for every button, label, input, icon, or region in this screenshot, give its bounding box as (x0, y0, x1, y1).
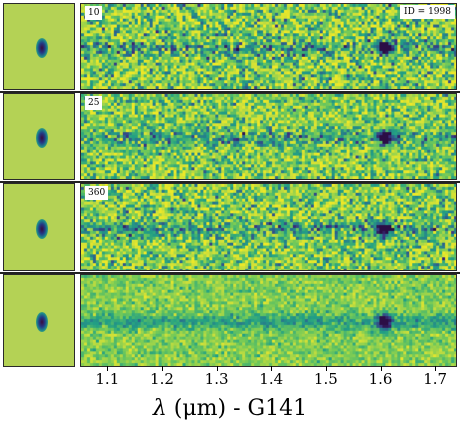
x-tick-mark (161, 366, 163, 371)
x-tick-label: 1.3 (204, 370, 229, 388)
spectrum-panel-3: 360 (80, 183, 457, 271)
x-tick-label: 1.2 (150, 370, 174, 388)
row-divider (0, 91, 460, 93)
x-tick-label: 1.5 (313, 370, 338, 388)
source-blob (36, 312, 48, 332)
panel-label-2: 25 (85, 96, 103, 110)
row-divider (0, 272, 460, 274)
spectrum-panel-1: 10 ID = 1998 (80, 3, 457, 90)
direct-image-thumbnail-4 (3, 274, 75, 367)
spectrum-panel-4 (80, 274, 457, 367)
x-tick-mark (271, 366, 273, 371)
x-tick-mark (435, 366, 437, 371)
panel-label-1: 10 (85, 6, 103, 20)
object-id-label: ID = 1998 (400, 5, 455, 19)
source-blob (36, 128, 48, 148)
source-blob (36, 38, 48, 58)
spectrum-canvas-2 (81, 94, 456, 179)
lambda-symbol: λ (152, 396, 167, 421)
x-tick-label: 1.6 (368, 370, 393, 388)
spectrum-canvas-3 (81, 184, 456, 270)
panel-label-3: 360 (85, 186, 109, 200)
x-tick-label: 1.7 (423, 370, 448, 388)
x-tick-mark (216, 366, 218, 371)
direct-image-thumbnail-3 (3, 183, 75, 271)
x-axis-label-text: (μm) - G141 (166, 396, 308, 421)
spectrum-panel-2: 25 (80, 93, 457, 180)
direct-image-thumbnail-1 (3, 3, 75, 90)
spectrum-canvas-4 (81, 275, 456, 366)
source-blob (36, 219, 48, 239)
x-tick-mark (107, 366, 109, 371)
x-axis-label: λ (μm) - G141 (0, 396, 460, 421)
spectrum-canvas-1 (81, 4, 456, 89)
row-divider (0, 181, 460, 183)
x-tick-mark (325, 366, 327, 371)
x-tick-mark (380, 366, 382, 371)
x-tick-label: 1.4 (259, 370, 284, 388)
direct-image-thumbnail-2 (3, 93, 75, 180)
x-tick-label: 1.1 (95, 370, 120, 388)
